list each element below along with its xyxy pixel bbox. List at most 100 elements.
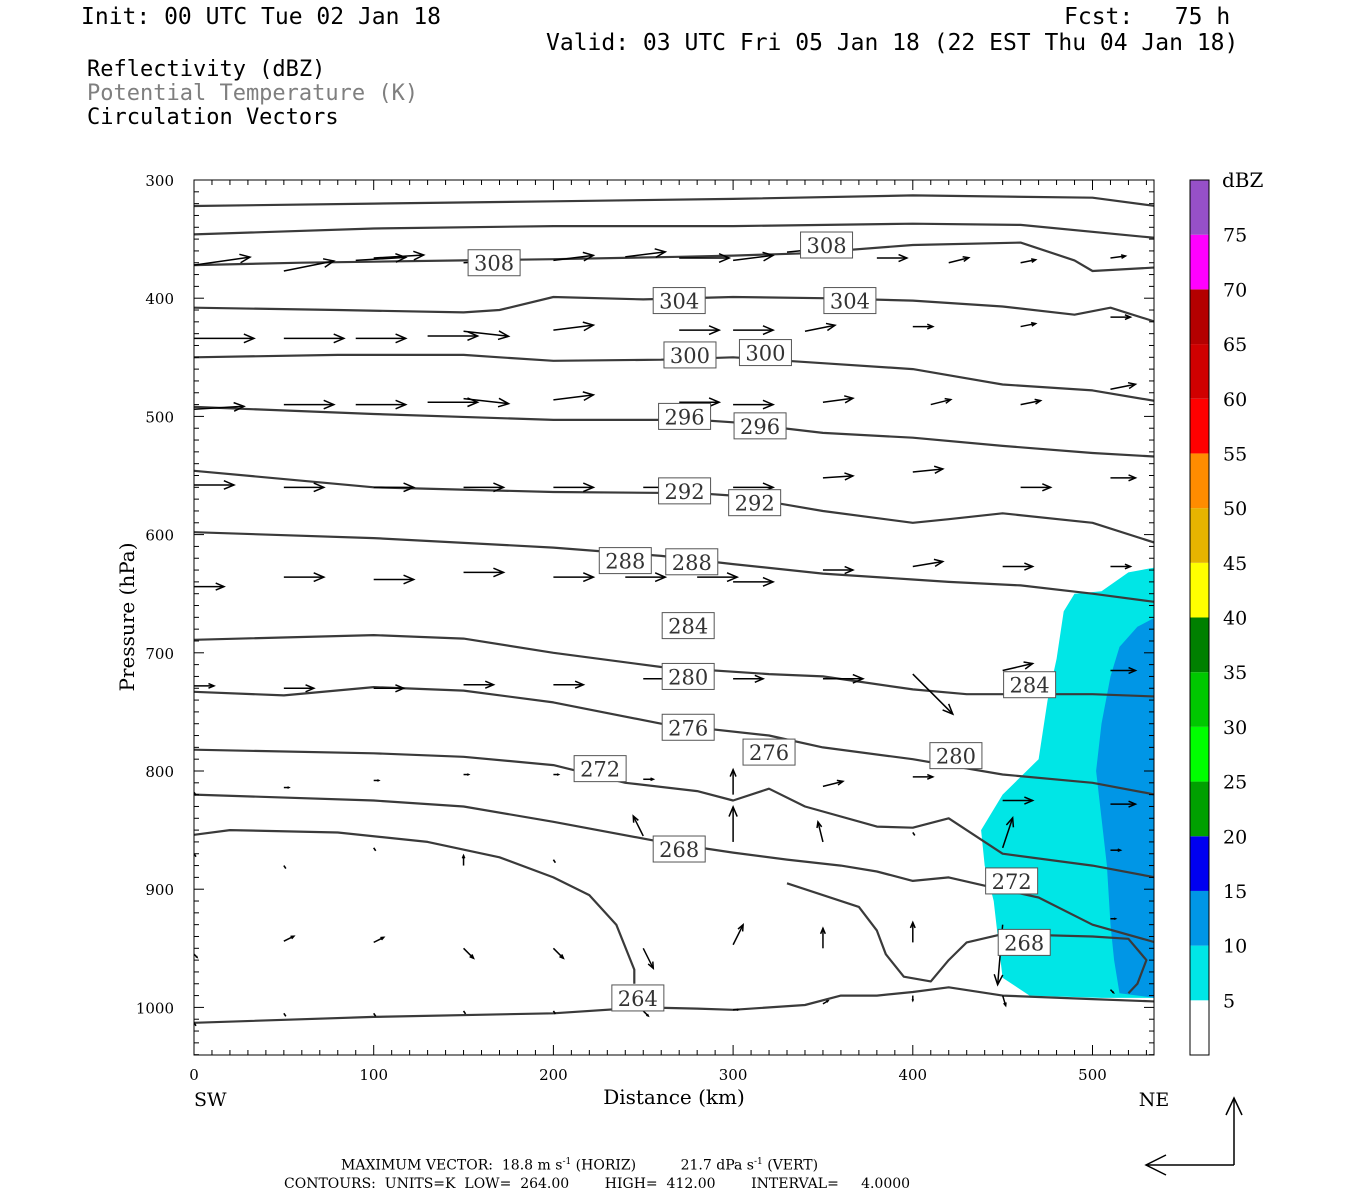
circulation-vector [679, 325, 722, 336]
vector-head [1005, 816, 1015, 828]
circulation-vector [1110, 381, 1138, 390]
vector-head [993, 973, 1004, 987]
isentrope-304 [194, 295, 1154, 323]
vector-head [1034, 398, 1043, 405]
circulation-vector [463, 482, 506, 493]
vector-shaft [912, 560, 943, 568]
circulation-vector [1110, 666, 1138, 675]
circulation-vector [1110, 800, 1138, 808]
vector-shaft [642, 947, 654, 969]
circulation-vector [1020, 483, 1053, 492]
circulation-vector [1020, 321, 1038, 328]
colorbar-label-65: 65 [1223, 334, 1247, 356]
circulation-vector [1002, 661, 1035, 672]
vector-head [322, 258, 336, 268]
vector-head [395, 333, 408, 344]
circulation-vector [1110, 917, 1118, 921]
isentrope-label-300: 300 [663, 341, 717, 369]
vector-head [1042, 483, 1053, 492]
isentrope-label-text: 300 [670, 344, 710, 368]
y-tick-label: 400 [145, 290, 174, 308]
isentrope-label-box [658, 477, 712, 505]
vector-head [208, 682, 216, 689]
isentrope-label-288: 288 [665, 548, 719, 576]
vector-shaft [912, 673, 954, 715]
vector-shaft [822, 397, 854, 403]
max-horiz-value: 18.8 m s [501, 1157, 563, 1174]
isentrope-label-text: 288 [672, 551, 712, 575]
circulation-vector [355, 399, 408, 410]
vector-head [469, 954, 475, 960]
isentrope-268 [786, 882, 1148, 994]
vector-head [737, 923, 744, 932]
legend-reflectivity: Reflectivity (dBZ) [87, 57, 326, 82]
circulation-vector [948, 256, 971, 264]
y-tick-label: 1000 [136, 999, 174, 1017]
colorbar-swatch-75 [1190, 180, 1209, 235]
vector-head [333, 333, 346, 344]
isentrope-276 [194, 748, 1154, 879]
circulation-vector [427, 331, 480, 341]
circulation-vector [733, 325, 776, 336]
vector-head [762, 325, 776, 336]
circulation-vector [373, 684, 406, 693]
isentrope-label-box [573, 755, 627, 783]
isentrope-label-box [658, 402, 712, 430]
circulation-vector [822, 779, 845, 788]
circulation-vector [930, 397, 953, 406]
circulation-vector [283, 935, 296, 942]
vector-shaft [733, 254, 774, 262]
y-tick-label: 500 [145, 408, 174, 426]
vector-head [497, 330, 511, 341]
isentrope-label-box [661, 612, 715, 640]
x-tick-label: 100 [359, 1066, 388, 1084]
vector-head [223, 479, 236, 490]
vector-head [1127, 381, 1138, 390]
isentrope-label-296: 296 [733, 412, 787, 440]
isentrope-label-308: 308 [467, 249, 521, 277]
vector-head [911, 998, 915, 1003]
isentrope-label-text: 284 [668, 615, 708, 639]
circulation-vector [194, 479, 236, 490]
vert-exponent: -1 [753, 1157, 763, 1167]
circulation-vector [1109, 989, 1115, 995]
x-tick-label: 400 [898, 1066, 927, 1084]
circulation-vector [625, 572, 668, 583]
circulation-vector [283, 333, 346, 344]
isentrope-label-276: 276 [742, 738, 796, 766]
isentrope-label-292: 292 [728, 489, 782, 517]
vector-head [718, 253, 732, 263]
circulation-vector [553, 391, 596, 402]
vector-head [1117, 848, 1123, 853]
circulation-vector [194, 253, 252, 266]
vector-head [1120, 254, 1128, 259]
circulation-vector [822, 673, 865, 684]
circulation-vector [373, 482, 416, 493]
isentrope-label-box [661, 662, 715, 690]
vector-head [582, 572, 596, 583]
vector-head [305, 684, 316, 693]
circulation-vector [552, 1010, 557, 1015]
circulation-vector [1110, 563, 1133, 570]
isentrope-label-272: 272 [985, 867, 1039, 895]
circulation-vector [283, 1012, 287, 1017]
vector-head [377, 779, 381, 782]
vector-head [762, 576, 776, 587]
circulation-vector [909, 920, 916, 943]
isentrope-label-text: 280 [668, 665, 708, 689]
vector-head [654, 572, 668, 583]
isentrope-label-text: 304 [830, 290, 870, 314]
vector-shaft [373, 1012, 377, 1017]
colorbar-swatch-20 [1190, 781, 1209, 837]
colorbar-swatch-25 [1190, 726, 1209, 782]
vector-head [1003, 1002, 1007, 1008]
vector-head [819, 926, 826, 935]
circulation-vector [733, 1008, 741, 1012]
circulation-vector [553, 251, 596, 262]
isentrope-label-280: 280 [929, 742, 983, 770]
vector-head [195, 955, 199, 959]
legend-circulation-vectors: Circulation Vectors [87, 105, 339, 130]
circulation-vector [355, 333, 408, 344]
vector-head [708, 397, 722, 408]
isentrope-label-text: 264 [618, 987, 658, 1011]
